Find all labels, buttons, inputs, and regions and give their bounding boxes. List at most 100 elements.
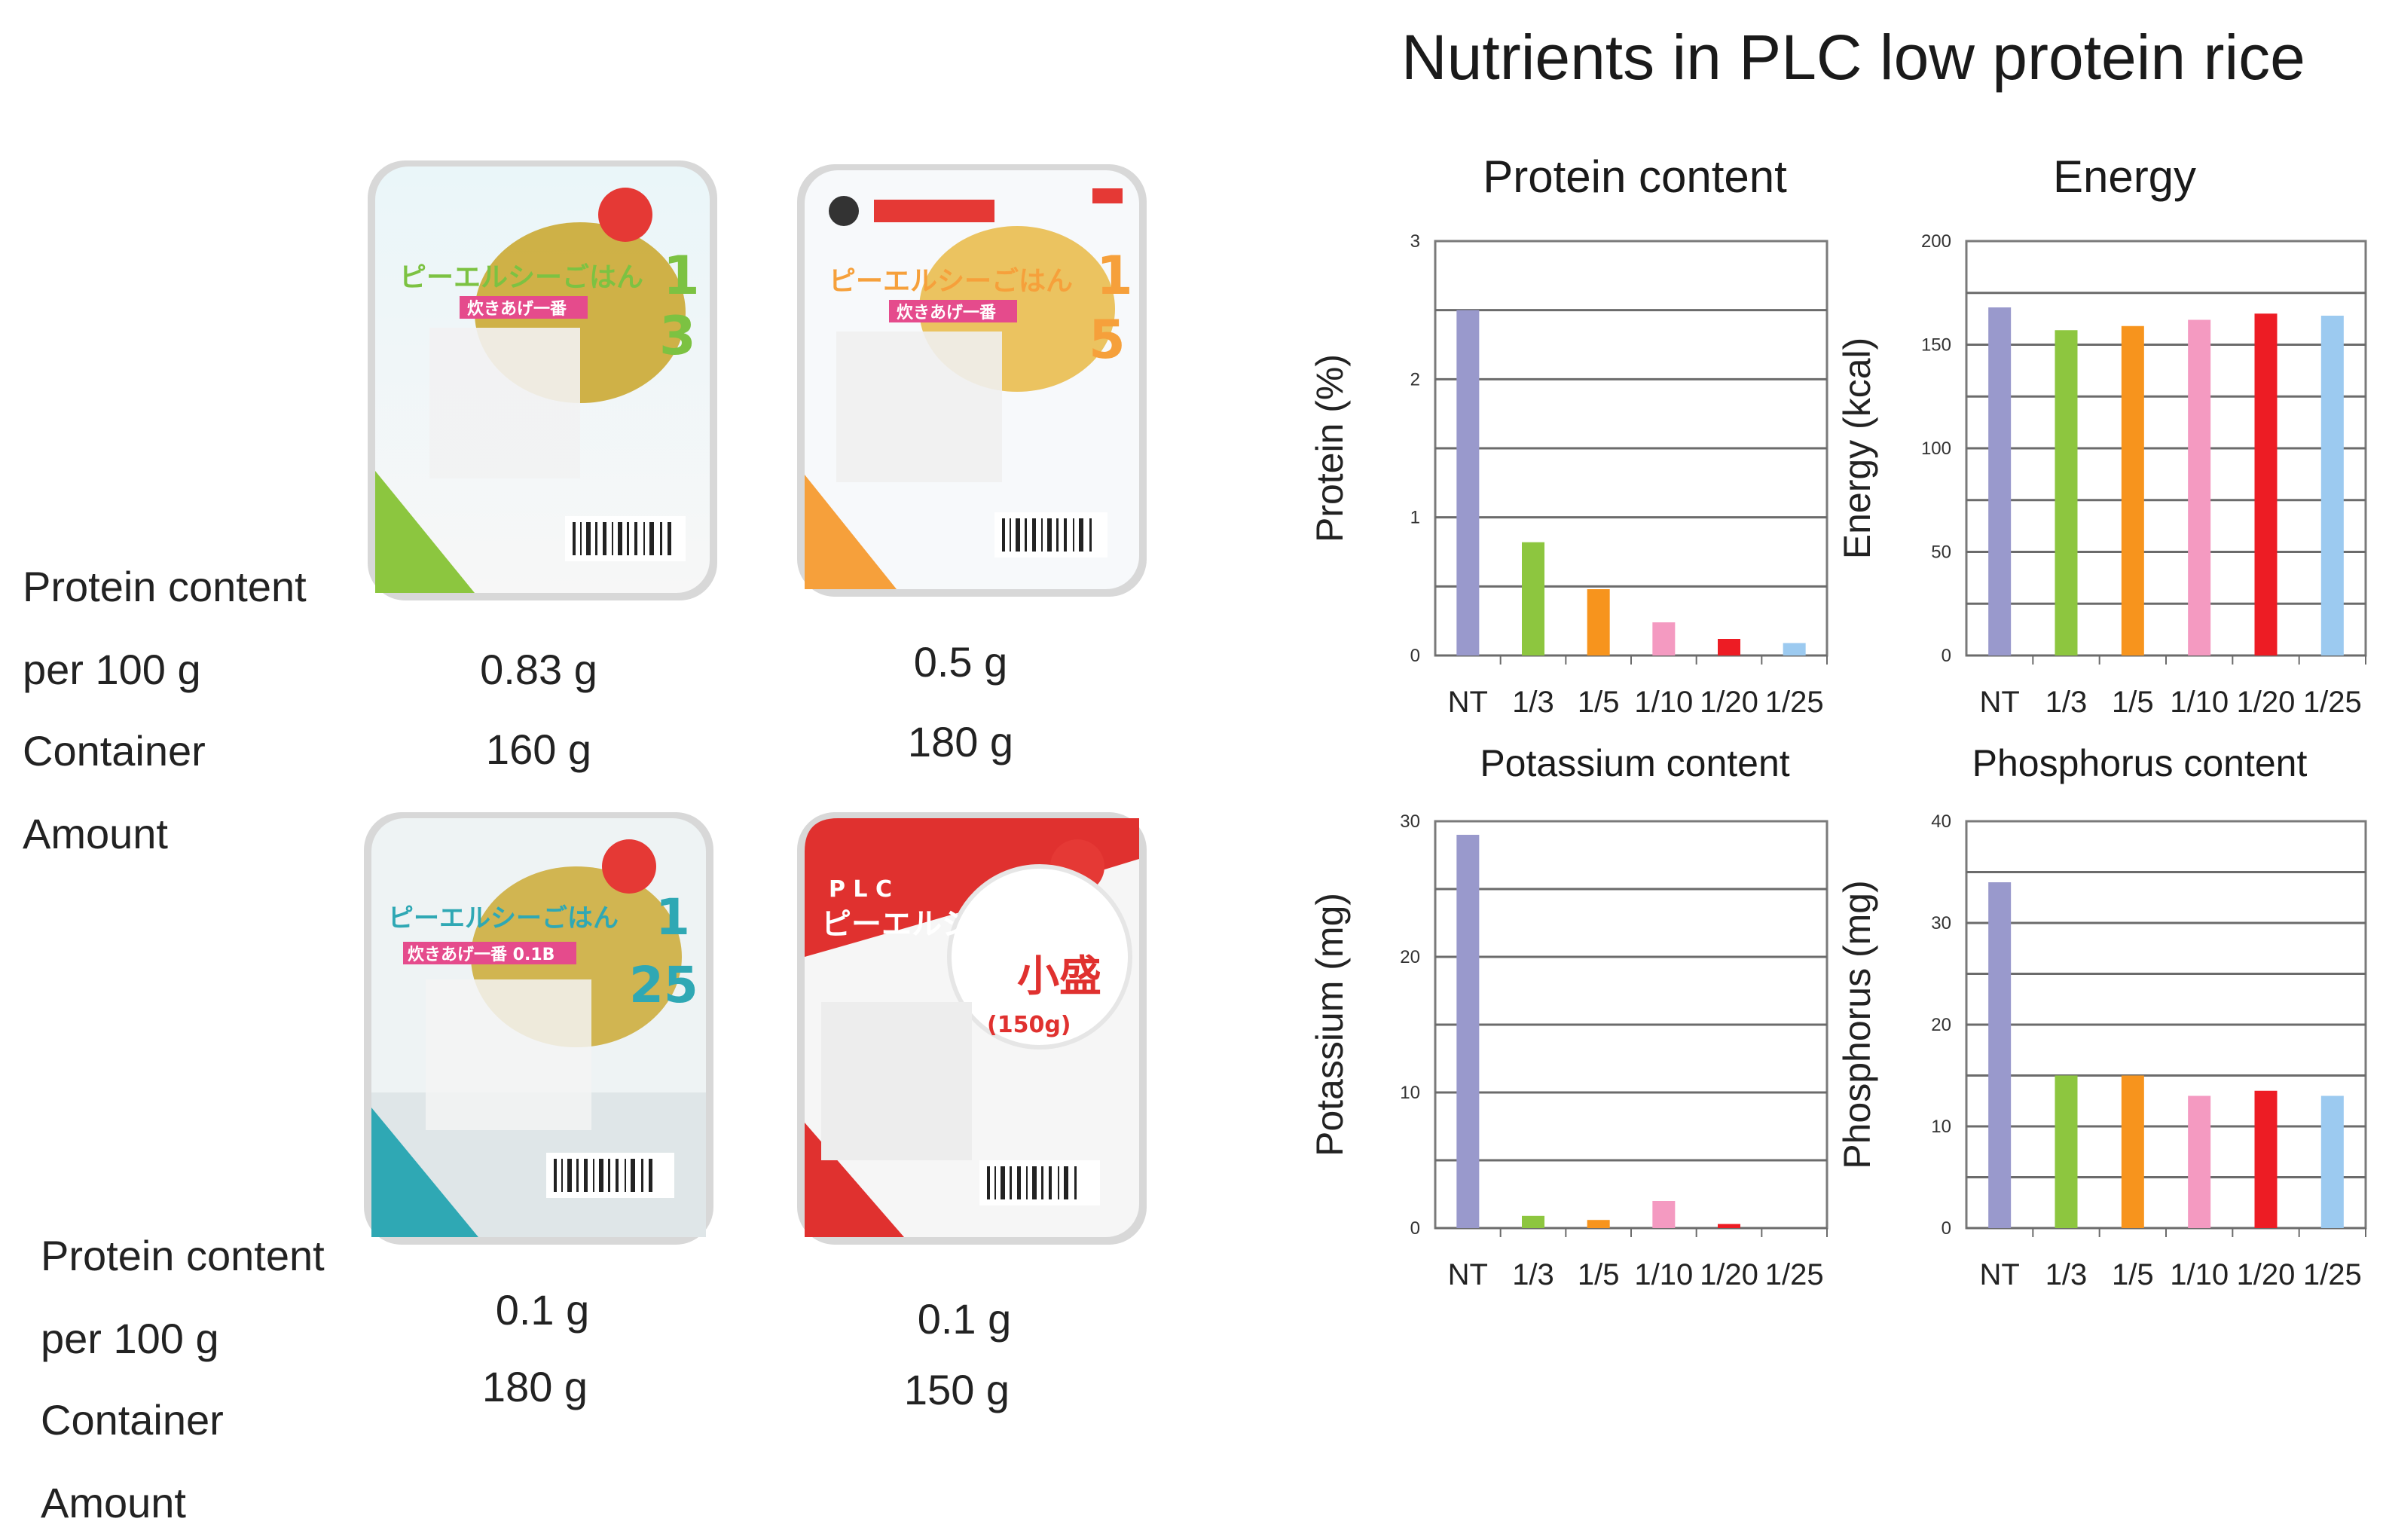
bar-1-25 (1783, 643, 1806, 655)
y-tick-label: 0 (1942, 1218, 1951, 1239)
bar-nt (1456, 835, 1480, 1228)
svg-text:25: 25 (629, 956, 698, 1014)
chart-title: Phosphorus content (1972, 742, 2308, 784)
bar-1-20 (2254, 1090, 2278, 1228)
svg-text:5: 5 (1089, 309, 1126, 371)
category-label: 1/20 (2237, 686, 2296, 719)
protein-chart: Protein content Protein (%) 0 1 2 3 NT 1/3 1/5 1/… (1296, 143, 1838, 731)
svg-text:ピーエルシーごはん: ピーエルシーごはん (399, 262, 643, 293)
product-image-1-5: ピーエルシーごはん 1 5 炊きあげ一番 (791, 158, 1153, 603)
protein-value-1-3: 0.83 g (480, 646, 597, 693)
category-label: 1/5 (2112, 1258, 2154, 1291)
protein-value-1-25: 0.1 g (495, 1286, 590, 1334)
svg-text:小盛: 小盛 (1017, 952, 1101, 1001)
category-label: NT (1448, 1258, 1488, 1291)
product-image-small: P L C ピーエルシーごはん 小盛 (150g) (791, 806, 1153, 1251)
bar-1-10 (2188, 319, 2211, 655)
bar-1-20 (2254, 313, 2278, 655)
y-tick-label: 30 (1931, 913, 1951, 933)
label-amount-bottom: Amount (41, 1479, 186, 1526)
category-label: 1/20 (1700, 1258, 1758, 1291)
category-label: 1/10 (1634, 686, 1693, 719)
category-label: 1/25 (1765, 686, 1824, 719)
category-label: 1/20 (1700, 686, 1758, 719)
category-label: 1/3 (2045, 1258, 2088, 1291)
bar-1-10 (1652, 622, 1676, 655)
svg-text:ピーエルシーごはん: ピーエルシーごはん (388, 903, 619, 933)
bar-1-25 (2320, 316, 2344, 655)
category-label: 1/10 (2170, 686, 2229, 719)
svg-text:ピーエルシーごはん: ピーエルシーごはん (829, 266, 1073, 297)
y-tick-label: 10 (1931, 1117, 1951, 1137)
label-protein-content-bottom: Protein content (41, 1232, 325, 1279)
phosphorus-chart: Phosphorus content Phosphorus (mg) 0 10 20 30… (1823, 738, 2383, 1311)
bar-1-3 (2055, 1075, 2078, 1228)
energy-chart: Energy Energy (kcal) 0 50 100 150 200 NT 1/3 1/5 1… (1823, 143, 2383, 731)
y-tick-label: 100 (1921, 438, 1951, 459)
product-image-1-3: ピーエルシーごはん 1 3 炊きあげ一番 (362, 154, 723, 607)
label-per-100g-bottom: per 100 g (41, 1315, 219, 1362)
svg-text:1: 1 (655, 888, 690, 946)
y-tick-label: 150 (1921, 335, 1951, 356)
bar-nt (1988, 307, 2012, 655)
chart-title: Potassium content (1480, 742, 1789, 784)
bar-1-5 (1587, 1220, 1610, 1228)
bar-1-25 (2320, 1095, 2344, 1228)
bar-nt (1456, 310, 1480, 655)
label-per-100g-top: per 100 g (23, 646, 201, 693)
y-tick-label: 50 (1931, 542, 1951, 563)
bar-1-3 (2055, 330, 2078, 655)
bar-1-3 (1522, 1215, 1544, 1228)
bar-1-5 (2121, 1075, 2144, 1228)
bar-1-5 (1587, 589, 1610, 655)
category-label: NT (1980, 1258, 2020, 1291)
bar-1-3 (1522, 542, 1544, 655)
label-container-bottom: Container (41, 1396, 224, 1444)
y-tick-label: 20 (1400, 947, 1420, 967)
container-value-small: 150 g (903, 1366, 1010, 1413)
svg-text:炊きあげ一番: 炊きあげ一番 (897, 304, 997, 322)
main-title: Nutrients in PLC low protein rice (1401, 22, 2305, 93)
protein-value-small: 0.1 g (917, 1295, 1012, 1343)
label-protein-content-top: Protein content (23, 563, 307, 610)
bar-1-5 (2121, 325, 2144, 655)
bar-1-20 (1718, 639, 1740, 655)
y-tick-label: 2 (1410, 369, 1420, 390)
bar-1-10 (2188, 1095, 2211, 1228)
category-label: 1/10 (2170, 1258, 2229, 1291)
container-value-1-3: 160 g (485, 726, 592, 773)
category-label: 1/3 (2045, 686, 2088, 719)
svg-text:1: 1 (1096, 245, 1133, 307)
category-label: 1/25 (1765, 1258, 1824, 1291)
bar-nt (1988, 882, 2012, 1228)
category-label: 1/25 (2303, 686, 2362, 719)
svg-text:1: 1 (663, 245, 700, 307)
y-tick-label: 40 (1931, 811, 1951, 832)
label-amount-top: Amount (23, 810, 168, 857)
y-tick-label: 20 (1931, 1015, 1951, 1035)
chart-title: Energy (2053, 151, 2196, 202)
y-axis-label: Phosphorus (mg) (1836, 880, 1878, 1169)
category-label: 1/5 (1578, 1258, 1620, 1291)
product-image-1-25: ピーエルシーごはん 1 25 炊きあげ一番 0.1B (358, 806, 719, 1251)
category-label: 1/3 (1512, 686, 1554, 719)
y-tick-label: 10 (1400, 1083, 1420, 1103)
y-tick-label: 0 (1942, 646, 1951, 666)
svg-text:P L C: P L C (829, 876, 892, 903)
y-tick-label: 30 (1400, 811, 1420, 832)
label-container-top: Container (23, 727, 206, 775)
svg-text:(150g): (150g) (987, 1012, 1071, 1038)
category-label: 1/5 (1578, 686, 1620, 719)
svg-text:炊きあげ一番: 炊きあげ一番 (467, 300, 567, 319)
category-label: 1/20 (2237, 1258, 2296, 1291)
y-axis-label: Energy (kcal) (1836, 338, 1878, 560)
y-axis-label: Protein (%) (1309, 354, 1351, 542)
svg-text:3: 3 (659, 305, 696, 367)
bar-1-10 (1652, 1201, 1676, 1228)
svg-text:ピーエルシーごはん: ピーエルシーごはん (821, 907, 1092, 942)
svg-text:炊きあげ一番 0.1B: 炊きあげ一番 0.1B (408, 946, 555, 964)
container-value-1-5: 180 g (907, 718, 1014, 765)
category-label: 1/5 (2112, 686, 2154, 719)
y-tick-label: 200 (1921, 231, 1951, 252)
y-axis-label: Potassium (mg) (1309, 893, 1351, 1157)
